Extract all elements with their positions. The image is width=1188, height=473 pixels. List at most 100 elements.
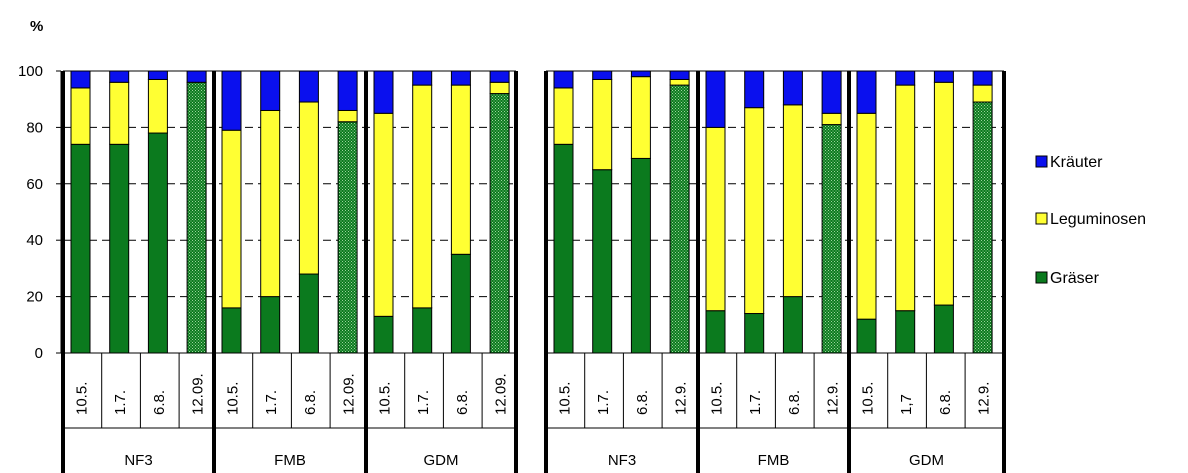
bar-segment-kruter-1 xyxy=(553,70,574,89)
x-tick-label: 10.5. xyxy=(709,382,726,415)
x-tick-label: 10.5. xyxy=(557,382,574,415)
group-label: FMB xyxy=(758,452,790,469)
bar-segment-kruter-6 xyxy=(744,70,765,109)
y-tick-label: 40 xyxy=(26,232,43,249)
bar-segment-leguminosen-12 xyxy=(972,84,993,103)
x-tick-label: 12.9. xyxy=(825,382,842,415)
legend: Kräuter Leguminosen Gräser xyxy=(1035,154,1146,287)
x-tick-label: 10.5. xyxy=(377,382,394,415)
bar-segment-leguminosen-8 xyxy=(337,109,358,123)
x-tick-label: 6.8. xyxy=(634,390,651,415)
x-tick-label: 10.5. xyxy=(225,382,242,415)
bar-segment-leguminosen-5 xyxy=(705,126,726,312)
bar-segment-grser-11 xyxy=(933,304,954,354)
chart-panel-2: 10.5. 1.7. 6.8. 12.9. 10.5. 1.7. 6.8. 12.9. 10.5… xyxy=(544,70,1006,473)
x-tick-label: 12.09. xyxy=(341,373,358,415)
bar-segment-leguminosen-7 xyxy=(782,104,803,298)
legend-swatch xyxy=(1035,271,1048,284)
bar-segment-grser-1 xyxy=(553,143,574,354)
bar-segment-grser-2 xyxy=(592,169,613,354)
bar-segment-kruter-4 xyxy=(186,70,207,83)
bar-segment-grser-4 xyxy=(186,81,207,354)
bar-segment-kruter-8 xyxy=(337,70,358,111)
x-tick-label: 1.7. xyxy=(747,390,764,415)
chart-panel-1: 10.5. 1.7. 6.8. 12.09. 10.5. 1.7. 6.8. 12.09. 10… xyxy=(61,70,518,473)
bar-segment-kruter-3 xyxy=(630,70,651,78)
bar-segment-kruter-3 xyxy=(147,70,168,80)
bar-segment-grser-3 xyxy=(147,132,168,354)
bar-segment-grser-8 xyxy=(337,121,358,354)
bar-segment-grser-9 xyxy=(856,318,877,354)
x-tick-label: 6.8. xyxy=(786,390,803,415)
bar-segment-grser-6 xyxy=(744,313,765,354)
bar-segment-grser-3 xyxy=(630,157,651,354)
x-tick-label: 6.8. xyxy=(937,390,954,415)
bar-segment-leguminosen-12 xyxy=(489,81,510,95)
y-tick-label: 60 xyxy=(26,176,43,193)
bar-segment-kruter-12 xyxy=(972,70,993,86)
bar-segment-leguminosen-4 xyxy=(669,78,690,86)
bar-segment-kruter-10 xyxy=(412,70,433,86)
bar-segment-grser-2 xyxy=(109,143,130,354)
chart-panels: 10.5. 1.7. 6.8. 12.09. 10.5. 1.7. 6.8. 12.09. 10… xyxy=(61,70,1006,473)
bar-segment-leguminosen-10 xyxy=(895,84,916,312)
bar-segment-leguminosen-6 xyxy=(260,109,281,298)
y-tick-label: 20 xyxy=(26,289,43,306)
bar-segment-kruter-5 xyxy=(221,70,242,131)
bar-segment-kruter-10 xyxy=(895,70,916,86)
bar-segment-kruter-7 xyxy=(298,70,319,103)
x-tick-label: 1.7. xyxy=(415,390,432,415)
group-label: FMB xyxy=(274,452,306,469)
bar-segment-leguminosen-10 xyxy=(412,84,433,309)
bar-segment-kruter-9 xyxy=(373,70,394,114)
group-label: NF3 xyxy=(608,452,636,469)
x-tick-label: 12.9. xyxy=(976,382,993,415)
bar-segment-kruter-5 xyxy=(705,70,726,128)
bar-segment-leguminosen-11 xyxy=(933,81,954,306)
bar-segment-kruter-7 xyxy=(782,70,803,106)
x-tick-label: 12.9. xyxy=(673,382,690,415)
bar-segment-leguminosen-2 xyxy=(592,78,613,171)
legend-swatch xyxy=(1035,212,1048,225)
bar-segment-grser-9 xyxy=(373,315,394,354)
bar-segment-kruter-11 xyxy=(450,70,471,86)
bar-segment-grser-4 xyxy=(669,84,690,354)
bar-segment-grser-5 xyxy=(221,307,242,354)
bar-segment-kruter-11 xyxy=(933,70,954,83)
bar-segment-leguminosen-3 xyxy=(630,76,651,159)
bar-segment-kruter-2 xyxy=(109,70,130,83)
x-tick-label: 6.8. xyxy=(151,390,168,415)
y-tick-label: 80 xyxy=(26,119,43,136)
group-label: NF3 xyxy=(124,452,152,469)
bar-segment-leguminosen-6 xyxy=(744,107,765,315)
bar-segment-grser-12 xyxy=(972,101,993,354)
bar-segment-kruter-12 xyxy=(489,70,510,83)
y-axis-title: % xyxy=(30,18,43,35)
x-tick-label: 10.5. xyxy=(74,382,91,415)
legend-label: Kräuter xyxy=(1050,154,1103,171)
bar-segment-grser-12 xyxy=(489,93,510,354)
bar-segment-kruter-4 xyxy=(669,70,690,80)
x-tick-label: 1.7. xyxy=(263,390,280,415)
bar-segment-leguminosen-9 xyxy=(856,112,877,320)
legend-swatch xyxy=(1035,155,1048,168)
group-label: GDM xyxy=(424,452,459,469)
bar-segment-grser-8 xyxy=(821,124,842,354)
bar-segment-kruter-1 xyxy=(70,70,91,89)
bar-segment-grser-6 xyxy=(260,296,281,354)
legend-label: Gräser xyxy=(1050,270,1100,287)
bar-segment-leguminosen-5 xyxy=(221,129,242,309)
bar-segment-grser-5 xyxy=(705,310,726,354)
bar-segment-grser-11 xyxy=(450,253,471,354)
bar-segment-kruter-8 xyxy=(821,70,842,114)
bar-segment-leguminosen-7 xyxy=(298,101,319,275)
bar-segment-kruter-6 xyxy=(260,70,281,111)
x-tick-label: 1,7 xyxy=(898,394,915,415)
bar-segment-leguminosen-2 xyxy=(109,81,130,145)
y-tick-label: 0 xyxy=(35,345,43,362)
bar-segment-leguminosen-9 xyxy=(373,112,394,317)
y-axis: % 0 20 40 60 80 100 xyxy=(18,18,62,362)
bar-segment-grser-1 xyxy=(70,143,91,354)
x-tick-label: 12.09. xyxy=(190,373,207,415)
bar-segment-grser-10 xyxy=(412,307,433,354)
